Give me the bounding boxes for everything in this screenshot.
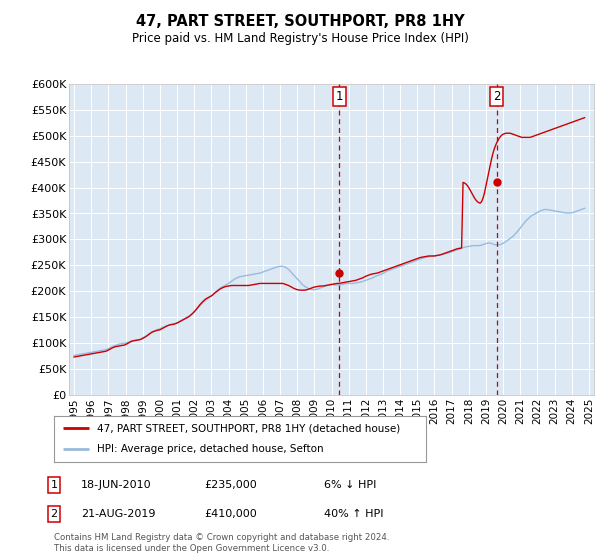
Text: HPI: Average price, detached house, Sefton: HPI: Average price, detached house, Seft… bbox=[97, 445, 323, 455]
Text: 6% ↓ HPI: 6% ↓ HPI bbox=[324, 480, 376, 490]
Text: 40% ↑ HPI: 40% ↑ HPI bbox=[324, 509, 383, 519]
Text: £235,000: £235,000 bbox=[204, 480, 257, 490]
Text: 21-AUG-2019: 21-AUG-2019 bbox=[81, 509, 155, 519]
Text: 1: 1 bbox=[50, 480, 58, 490]
Text: 2: 2 bbox=[493, 90, 500, 103]
Text: Price paid vs. HM Land Registry's House Price Index (HPI): Price paid vs. HM Land Registry's House … bbox=[131, 32, 469, 45]
Text: 1: 1 bbox=[335, 90, 343, 103]
Text: 47, PART STREET, SOUTHPORT, PR8 1HY: 47, PART STREET, SOUTHPORT, PR8 1HY bbox=[136, 14, 464, 29]
Text: 2: 2 bbox=[50, 509, 58, 519]
Text: 18-JUN-2010: 18-JUN-2010 bbox=[81, 480, 152, 490]
Text: £410,000: £410,000 bbox=[204, 509, 257, 519]
Text: Contains HM Land Registry data © Crown copyright and database right 2024.
This d: Contains HM Land Registry data © Crown c… bbox=[54, 533, 389, 553]
Text: 47, PART STREET, SOUTHPORT, PR8 1HY (detached house): 47, PART STREET, SOUTHPORT, PR8 1HY (det… bbox=[97, 423, 400, 433]
